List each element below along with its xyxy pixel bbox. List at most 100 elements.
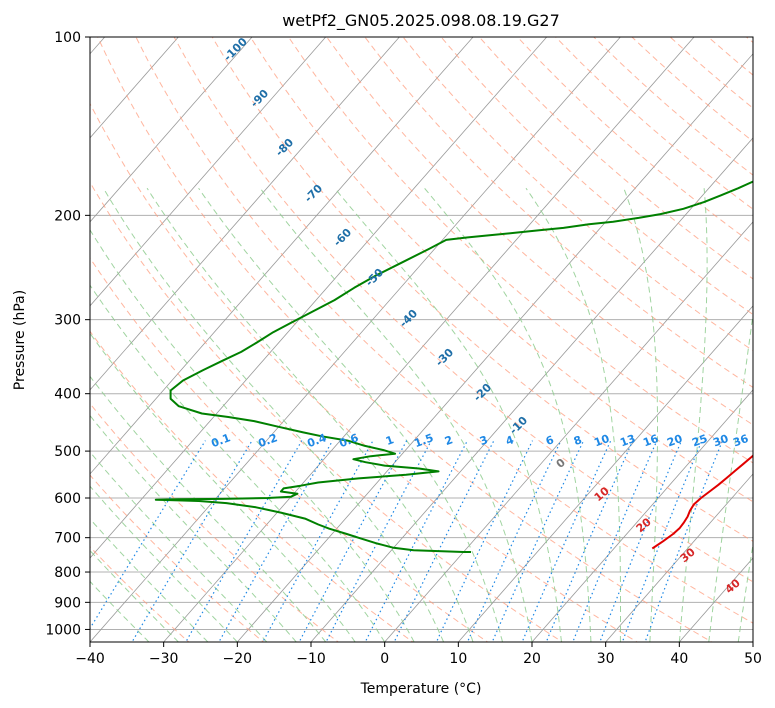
mixing-ratio-label: 4 <box>504 433 516 448</box>
dry-adiabat-line <box>135 37 753 624</box>
isotherm-line <box>90 37 474 475</box>
moist-adiabat-line <box>90 549 179 642</box>
x-tick-label: −40 <box>75 651 105 667</box>
moist-adiabat-label: 40 <box>723 576 743 596</box>
x-axis-ticks: −40 −30 −20 −10 0 10 20 30 40 50 <box>75 642 762 667</box>
x-tick-label: 20 <box>523 651 541 667</box>
mixing-ratio-line <box>644 440 724 642</box>
moist-adiabat-line <box>259 187 533 642</box>
isotherm-line <box>90 37 253 223</box>
y-tick-label: 100 <box>54 30 81 46</box>
mixing-ratio-line <box>131 440 253 642</box>
x-tick-label: −10 <box>296 651 326 667</box>
x-tick-label: 10 <box>449 651 467 667</box>
moist-adiabat-line <box>90 414 297 642</box>
dry-adiabat-label: -90 <box>248 87 271 110</box>
dry-adiabat-label: -50 <box>363 266 386 289</box>
x-tick-label: 30 <box>597 651 615 667</box>
dry-adiabat-label: -100 <box>221 35 250 64</box>
dry-adiabat-label: -20 <box>471 381 494 404</box>
dry-adiabat-line <box>746 37 753 44</box>
moist-adiabat-line <box>90 375 327 642</box>
moist-adiabat-line <box>678 188 708 642</box>
isotherm-line <box>605 473 753 642</box>
isotherm-line <box>163 37 695 642</box>
moist-adiabat-line <box>90 284 386 642</box>
mixing-ratio-line <box>325 440 432 642</box>
background-lines <box>90 37 753 642</box>
dry-adiabat-line <box>440 37 753 316</box>
moist-adiabat-line <box>623 188 658 642</box>
moist-adiabat-label: 20 <box>634 515 654 535</box>
isotherm-line <box>531 389 753 642</box>
mixing-ratio-label: 20 <box>665 432 684 450</box>
y-tick-label: 300 <box>54 313 81 329</box>
dry-adiabat-line <box>173 37 753 583</box>
mixing-ratio-label: 1.5 <box>412 431 435 450</box>
mixing-ratio-label: 3 <box>478 433 490 448</box>
isotherm-line <box>90 37 400 391</box>
temperature-line <box>651 454 753 550</box>
dry-adiabat-line <box>364 37 753 388</box>
moist-adiabat-line <box>90 485 238 642</box>
dry-adiabat-line <box>707 37 753 76</box>
y-tick-label: 500 <box>54 444 81 460</box>
mixing-ratio-line <box>262 440 374 642</box>
moist-adiabat-line <box>90 518 209 642</box>
isotherm-line <box>310 137 753 642</box>
mixing-ratio-line <box>466 440 562 642</box>
moist-adiabat-line <box>90 580 150 642</box>
mixing-ratio-line <box>435 440 534 642</box>
isotherm-line <box>752 641 753 642</box>
mixing-ratio-label: 0.1 <box>209 431 232 450</box>
isotherm-line <box>90 37 548 559</box>
dry-adiabat-line <box>249 37 753 503</box>
mixing-ratio-line <box>185 440 303 642</box>
y-axis-label: Pressure (hPa) <box>12 290 28 390</box>
y-tick-label: 1000 <box>45 622 81 638</box>
x-tick-label: 40 <box>670 651 688 667</box>
sounding-lines <box>154 180 753 553</box>
mixing-ratio-label: 10 <box>592 432 611 450</box>
dry-adiabat-line <box>326 37 753 426</box>
mixing-ratio-line <box>364 440 468 642</box>
y-tick-label: 400 <box>54 387 81 403</box>
mixing-ratio-label: 16 <box>641 432 660 450</box>
y-tick-label: 600 <box>54 491 81 507</box>
mixing-ratio-line <box>599 440 683 642</box>
dry-adiabat-line <box>90 546 190 642</box>
mixing-ratio-label: 0.6 <box>337 431 360 450</box>
x-tick-label: −30 <box>149 651 179 667</box>
moist-adiabat-line <box>198 187 503 642</box>
moist-adiabat-line <box>90 229 415 642</box>
dewpoint-line <box>154 180 753 553</box>
dry-adiabat-line <box>211 37 753 542</box>
moist-adiabat-line <box>90 451 268 642</box>
mixing-ratio-line <box>298 440 408 642</box>
isotherm-line <box>237 53 753 642</box>
y-tick-label: 700 <box>54 531 81 547</box>
inline-labels: -100-90-80-70-60-50-40-30-20-10010203040… <box>209 35 750 596</box>
moist-adiabat-line <box>737 541 753 642</box>
moist-adiabat-line <box>146 187 474 642</box>
y-axis-ticks: 100 200 300 400 500 600 700 800 900 1000 <box>45 30 90 638</box>
dry-adiabat-line <box>90 257 489 642</box>
moist-adiabat-line <box>708 310 753 642</box>
moist-adiabat-label: 30 <box>678 545 698 565</box>
dry-adiabat-line <box>555 37 753 210</box>
x-tick-label: 50 <box>744 651 762 667</box>
mixing-ratio-label: 25 <box>690 432 709 449</box>
isotherm-line <box>90 37 327 307</box>
mixing-ratio-label: 2 <box>443 433 455 448</box>
dry-adiabat-line <box>402 37 753 352</box>
dry-adiabat-line <box>478 37 753 280</box>
moist-adiabat-label: 0 <box>554 456 568 471</box>
dry-adiabat-line <box>97 37 713 642</box>
dry-adiabat-line <box>90 474 265 642</box>
isotherm-line <box>384 221 753 642</box>
moist-adiabat-line <box>334 187 562 642</box>
x-axis-label: Temperature (°C) <box>360 681 482 697</box>
mixing-ratio-label: 36 <box>731 432 750 450</box>
mixing-ratio-label: 6 <box>544 433 556 448</box>
